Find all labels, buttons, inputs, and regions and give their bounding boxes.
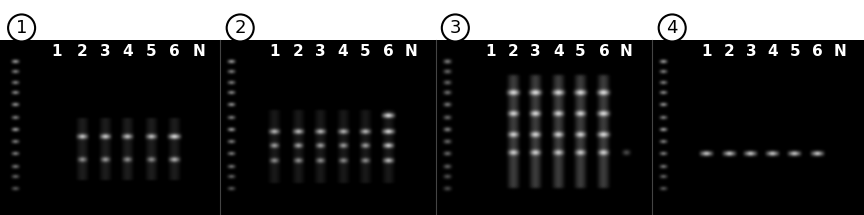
Text: 2: 2 [293,45,303,60]
Text: 4: 4 [553,45,563,60]
Text: 2: 2 [724,45,734,60]
Text: 3: 3 [100,45,111,60]
Text: 6: 6 [599,45,609,60]
Text: 6: 6 [384,45,394,60]
Text: 5: 5 [790,45,800,60]
Text: 5: 5 [360,45,371,60]
Text: 3: 3 [449,19,461,37]
Text: 5: 5 [575,45,586,60]
Text: 3: 3 [746,45,756,60]
Text: 4: 4 [666,19,678,37]
Text: 3: 3 [315,45,326,60]
Text: 1: 1 [51,45,61,60]
Text: 1: 1 [702,45,712,60]
Text: 5: 5 [146,45,156,60]
Text: 4: 4 [338,45,348,60]
Text: 1: 1 [16,19,28,37]
Text: 4: 4 [123,45,133,60]
Text: N: N [405,45,417,60]
Text: 2: 2 [508,45,518,60]
Text: 4: 4 [767,45,778,60]
Text: 1: 1 [486,45,496,60]
Text: 3: 3 [530,45,541,60]
Text: 6: 6 [169,45,180,60]
Text: 2: 2 [234,19,246,37]
Text: 6: 6 [812,45,823,60]
Text: 2: 2 [77,45,87,60]
Text: 1: 1 [270,45,280,60]
Text: N: N [834,45,846,60]
Text: N: N [193,45,205,60]
Text: N: N [620,45,632,60]
